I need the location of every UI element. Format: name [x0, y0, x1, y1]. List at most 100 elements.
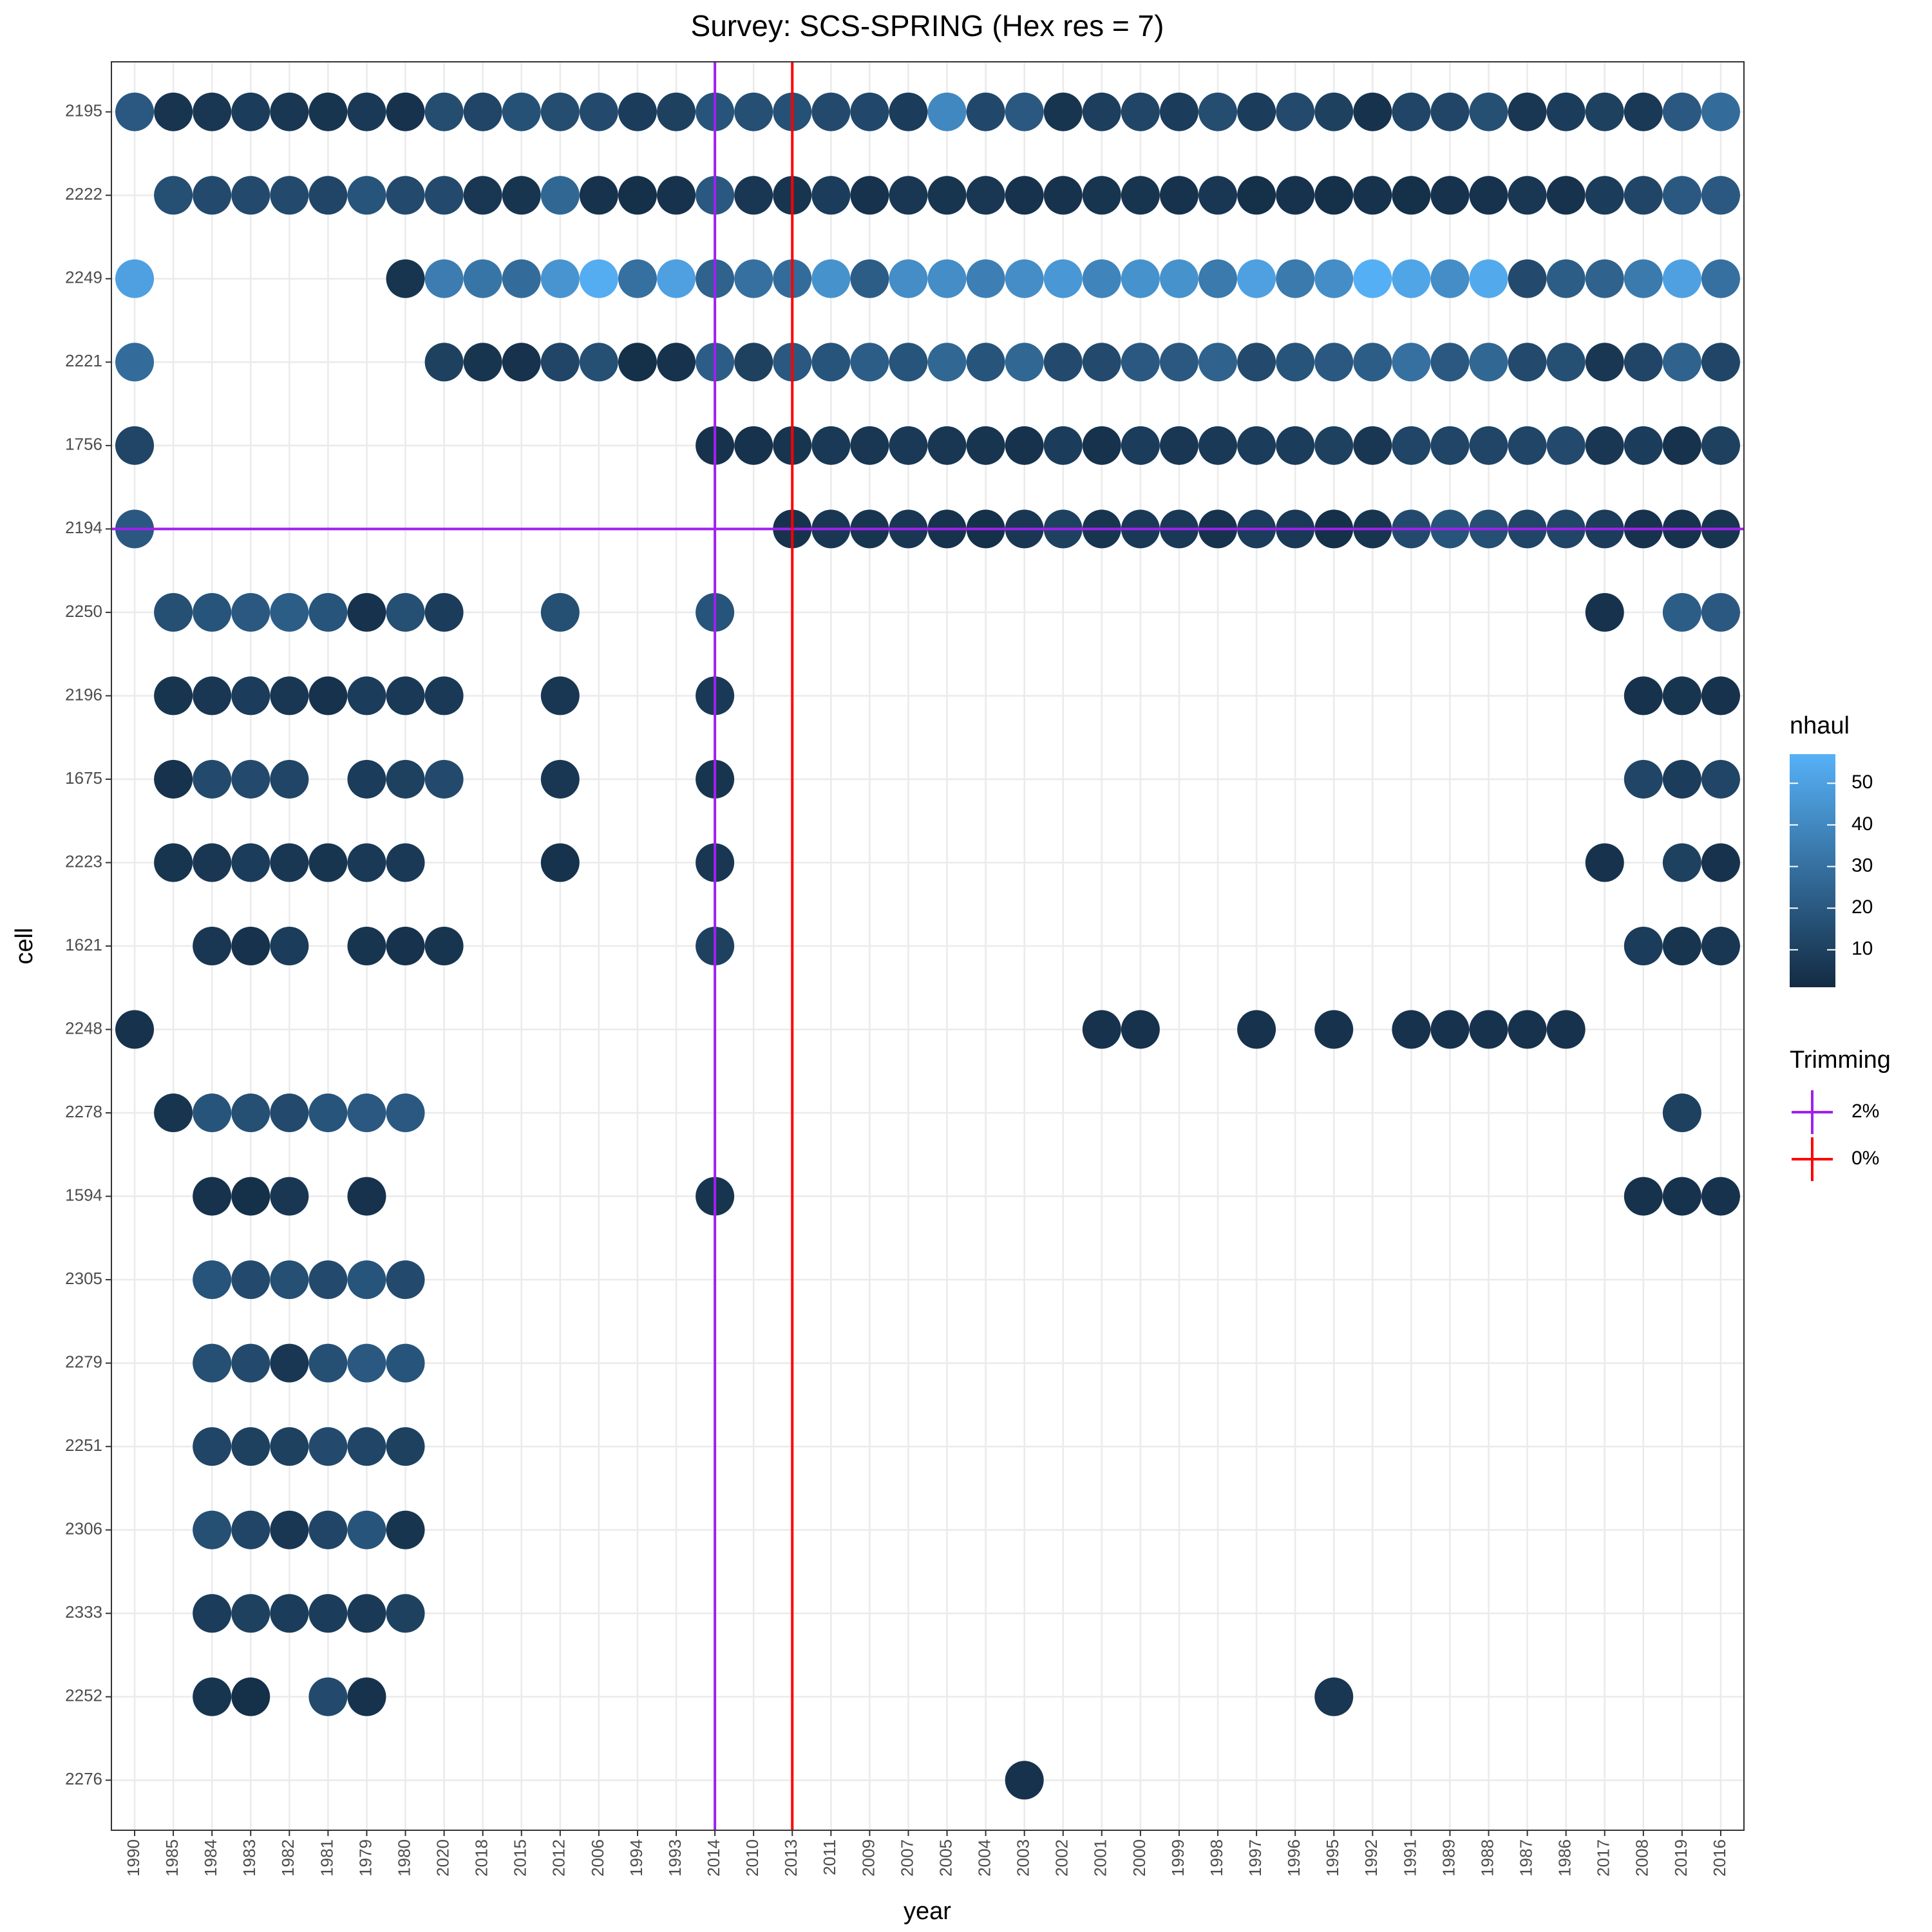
dot: [1662, 676, 1701, 715]
dot: [231, 759, 270, 799]
dot: [154, 676, 193, 715]
dot: [347, 1427, 386, 1466]
dot: [463, 176, 502, 215]
dot: [579, 92, 618, 131]
dot: [927, 92, 967, 131]
x-tick-label: 2008: [1633, 1839, 1652, 1877]
dot: [618, 92, 657, 131]
x-tick-label: 2005: [936, 1839, 955, 1877]
dot: [347, 1594, 386, 1633]
colorbar: [1790, 754, 1835, 987]
dot: [850, 92, 889, 131]
dot: [231, 1094, 270, 1133]
dot: [424, 259, 464, 298]
dot: [1430, 259, 1470, 298]
x-tick-label: 2013: [781, 1839, 800, 1877]
dot: [231, 92, 270, 131]
x-tick-label: 1980: [394, 1839, 413, 1877]
dot: [115, 426, 155, 465]
dot: [1624, 176, 1663, 215]
dot: [424, 176, 464, 215]
dot: [966, 426, 1005, 465]
dot: [1314, 1677, 1354, 1716]
x-tick-label: 1996: [1284, 1839, 1303, 1877]
dot: [231, 1177, 270, 1216]
dot: [386, 676, 425, 715]
x-tick-label: 2000: [1130, 1839, 1149, 1877]
dot: [308, 1094, 348, 1133]
dot: [270, 927, 309, 965]
dot: [1469, 1010, 1508, 1049]
dot: [1005, 1761, 1044, 1800]
x-tick-label: 1979: [355, 1839, 375, 1877]
dot: [1585, 426, 1624, 465]
dot: [579, 343, 618, 382]
dot: [347, 759, 386, 799]
y-tick-label: 2333: [65, 1602, 102, 1622]
y-tick-label: 2221: [65, 351, 102, 370]
dot: [1662, 927, 1701, 965]
x-tick-label: 2010: [743, 1839, 762, 1877]
dot: [966, 92, 1005, 131]
dot: [386, 1094, 425, 1133]
dot: [231, 1427, 270, 1466]
x-tick-label: 2012: [549, 1839, 569, 1877]
colorbar-tick-label: 40: [1852, 813, 1873, 835]
dot: [386, 843, 425, 882]
dot: [1469, 92, 1508, 131]
dot: [1508, 92, 1547, 131]
dot: [1159, 92, 1198, 131]
dot: [1662, 92, 1701, 131]
dot: [540, 259, 580, 298]
dot: [1276, 426, 1315, 465]
dot: [540, 843, 580, 882]
dot: [618, 259, 657, 298]
dot: [1469, 426, 1508, 465]
dot: [270, 92, 309, 131]
dot: [1662, 259, 1701, 298]
dot: [850, 259, 889, 298]
dot: [424, 676, 464, 715]
dot: [193, 759, 232, 799]
dot: [889, 426, 928, 465]
x-tick-label: 1985: [162, 1839, 182, 1877]
dot: [347, 592, 386, 632]
x-tick-label: 2017: [1594, 1839, 1613, 1877]
y-tick-label: 1621: [65, 935, 102, 954]
dot: [270, 1094, 309, 1133]
dot: [386, 1427, 425, 1466]
dot: [270, 1427, 309, 1466]
dot: [811, 343, 851, 382]
dot: [1121, 92, 1160, 131]
y-tick-label: 2223: [65, 851, 102, 871]
y-tick-label: 2194: [65, 518, 102, 537]
dot: [347, 927, 386, 965]
dot: [1508, 426, 1547, 465]
dot: [115, 92, 155, 131]
dot: [927, 343, 967, 382]
dot: [1585, 843, 1624, 882]
dot: [927, 259, 967, 298]
dot: [193, 1343, 232, 1383]
dot: [1701, 92, 1740, 131]
dot: [1082, 176, 1121, 215]
dot: [889, 343, 928, 382]
dot: [308, 592, 348, 632]
dot: [1237, 259, 1276, 298]
y-tick-label: 2305: [65, 1269, 102, 1288]
dot: [1043, 343, 1083, 382]
dot: [1662, 343, 1701, 382]
dot: [502, 343, 541, 382]
dot: [463, 343, 502, 382]
dot: [1392, 176, 1431, 215]
x-tick-label: 2018: [472, 1839, 491, 1877]
legend-label: 2%: [1852, 1101, 1879, 1122]
x-tick-label: 2019: [1671, 1839, 1690, 1877]
dot: [579, 259, 618, 298]
dot: [1430, 343, 1470, 382]
dot: [811, 259, 851, 298]
dot: [657, 343, 696, 382]
dot: [1430, 176, 1470, 215]
dot: [618, 343, 657, 382]
dot: [1624, 927, 1663, 965]
